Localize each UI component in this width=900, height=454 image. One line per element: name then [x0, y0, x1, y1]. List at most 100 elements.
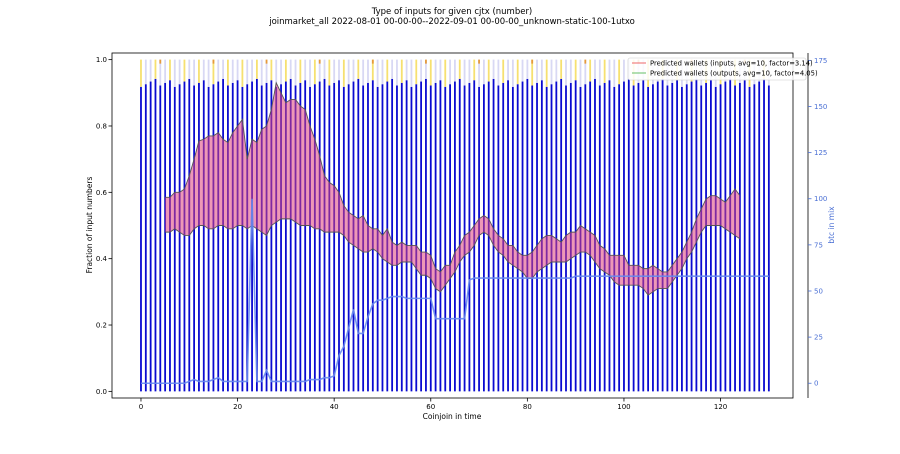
bar-accent-segment	[531, 59, 534, 64]
bar-38	[323, 59, 326, 392]
y2-tick-label: 75	[814, 241, 823, 249]
bar-105	[647, 59, 650, 392]
bar-top-segment	[352, 59, 355, 82]
bar-main-segment	[231, 82, 234, 392]
bar-112	[681, 59, 683, 392]
predicted-inputs-line	[165, 81, 741, 273]
bar-main-segment	[700, 85, 703, 392]
bar-main-segment	[661, 78, 664, 392]
bar-19	[231, 59, 234, 392]
bar-18	[227, 59, 229, 392]
bar-top-segment	[454, 59, 456, 82]
x-tick-label: 60	[426, 403, 435, 411]
bar-129	[763, 59, 765, 392]
bar-main-segment	[642, 80, 645, 392]
bar-7	[173, 59, 176, 392]
bar-main-segment	[709, 80, 712, 392]
bar-74	[497, 59, 500, 392]
bar-top-segment	[502, 59, 505, 83]
y2-axis-label: btc in mix	[827, 206, 836, 244]
bar-top-segment	[565, 59, 567, 86]
bar-main-segment	[603, 82, 606, 392]
bar-top-segment	[555, 59, 558, 82]
bar-99	[618, 59, 621, 392]
bar-accent-segment	[371, 59, 374, 64]
bar-52	[391, 59, 394, 392]
bar-41	[338, 59, 340, 392]
bar-106	[652, 59, 654, 392]
prediction-band	[165, 82, 740, 296]
bar-top-segment	[227, 59, 229, 86]
bar-50	[381, 59, 384, 392]
bar-75	[502, 59, 505, 392]
bar-main-segment	[323, 78, 326, 392]
bar-top-segment	[400, 59, 403, 83]
bar-34	[304, 59, 307, 392]
y2-tick-label: 100	[814, 195, 827, 203]
bar-main-segment	[391, 78, 394, 392]
bar-93	[589, 59, 592, 392]
bar-top-segment	[425, 59, 427, 79]
bar-top-segment	[246, 59, 249, 85]
bar-main-segment	[540, 80, 543, 392]
x-tick-label: 100	[617, 403, 630, 411]
bar-main-segment	[767, 85, 770, 392]
y-tick-label: 0.8	[96, 122, 107, 130]
bar-127	[753, 59, 756, 392]
bar-40	[333, 59, 336, 392]
bar-top-segment	[140, 59, 142, 87]
bar-top-segment	[497, 59, 500, 86]
bar-100	[623, 59, 625, 392]
bar-main-segment	[444, 86, 447, 392]
bar-accent-segment	[425, 59, 427, 64]
bar-main-segment	[217, 81, 220, 392]
bar-main-segment	[236, 80, 239, 392]
bar-top-segment	[487, 59, 490, 82]
bar-top-segment	[613, 59, 616, 87]
bar-top-segment	[159, 59, 162, 86]
legend-label-inputs: Predicted wallets (inputs, avg=10, facto…	[650, 60, 813, 68]
bar-main-segment	[516, 84, 519, 392]
x-tick-label: 0	[139, 403, 143, 411]
bar-35	[309, 59, 311, 392]
x-tick-label: 40	[330, 403, 339, 411]
bar-29	[280, 59, 282, 392]
bar-92	[584, 59, 587, 392]
bar-79	[521, 59, 524, 392]
bar-top-segment	[338, 59, 340, 81]
bar-main-segment	[149, 81, 152, 392]
bar-main-segment	[434, 82, 437, 392]
prediction-band-layer	[165, 81, 741, 296]
bar-main-segment	[313, 84, 316, 392]
bar-top-segment	[270, 59, 273, 81]
bar-27	[270, 59, 273, 392]
bar-94	[594, 59, 596, 392]
bar-top-segment	[376, 59, 379, 87]
bar-97	[608, 59, 611, 392]
bar-main-segment	[169, 80, 171, 392]
bar-60	[429, 59, 432, 392]
bar-main-segment	[666, 85, 669, 392]
bar-56	[410, 59, 413, 392]
bar-top-segment	[449, 59, 451, 85]
bar-103	[637, 59, 640, 392]
bar-top-segment	[154, 59, 157, 79]
x-tick-label: 20	[233, 403, 242, 411]
bar-top-segment	[386, 59, 389, 82]
bar-main-segment	[458, 78, 461, 392]
bar-110	[671, 59, 674, 392]
bar-78	[516, 59, 519, 392]
bar-top-segment	[569, 59, 572, 83]
bar-main-segment	[212, 84, 215, 392]
bar-top-segment	[207, 59, 210, 87]
bar-main-segment	[618, 84, 621, 392]
bar-48	[371, 59, 374, 392]
y2-tick-label: 25	[814, 334, 823, 342]
x-axis-label: Coinjoin in time	[423, 412, 482, 421]
bar-main-segment	[251, 81, 253, 392]
bar-top-segment	[294, 59, 297, 86]
bar-main-segment	[637, 82, 640, 392]
y-tick-label: 0.0	[96, 388, 107, 396]
bar-main-segment	[400, 82, 403, 392]
bar-101	[627, 59, 630, 392]
